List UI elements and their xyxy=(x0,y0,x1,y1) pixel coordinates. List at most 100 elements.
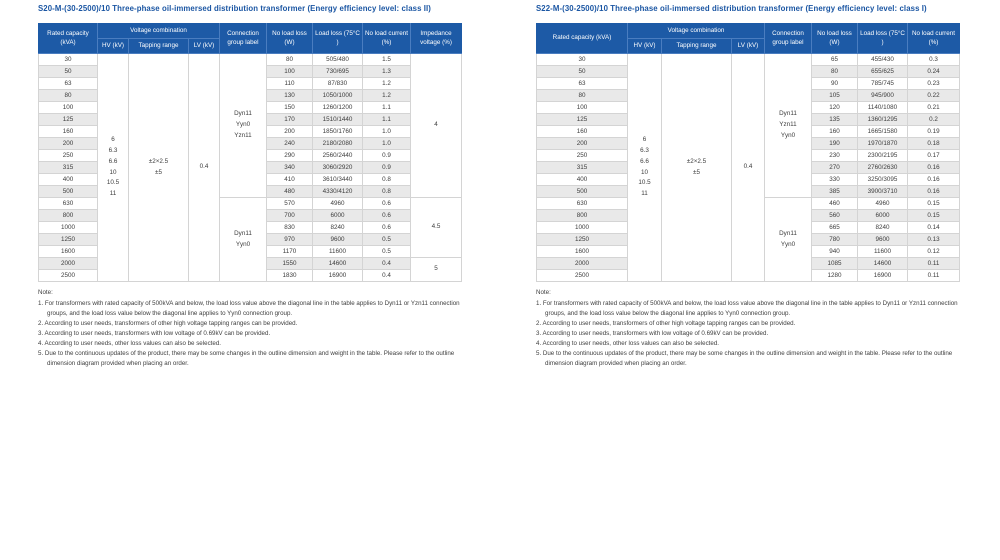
cell-load-loss: 8240 xyxy=(312,221,363,234)
cell-rated-capacity: 1600 xyxy=(38,245,98,258)
cell-no-load-current: 0.9 xyxy=(362,149,411,162)
cell-rated-capacity: 2000 xyxy=(536,257,628,270)
cell-no-load-current: 0.12 xyxy=(907,245,960,258)
col-header-no-load-loss: No load loss (W) xyxy=(811,23,858,54)
cell-tapping-range: ±2×2.5 ±5 xyxy=(128,53,189,282)
spec-panel-s22: S22-M-(30-2500)/10 Three-phase oil-immer… xyxy=(536,4,960,369)
col-header-no-load-loss: No load loss (W) xyxy=(266,23,313,54)
table-row: 2500 1280 16900 0.11 xyxy=(536,269,960,282)
cell-load-loss: 8240 xyxy=(857,221,908,234)
cell-load-loss: 6000 xyxy=(312,209,363,222)
cell-load-loss: 4960 xyxy=(857,197,908,210)
cell-load-loss: 14600 xyxy=(312,257,363,270)
table-row: 1600 940 11600 0.12 xyxy=(536,245,960,258)
spec-table-s22: Rated capacity (kVA) Voltage combination… xyxy=(536,23,960,282)
table-row: 2000 1550 14600 0.4 5 xyxy=(38,257,462,282)
cell-no-load-current: 0.16 xyxy=(907,185,960,198)
cell-load-loss: 6000 xyxy=(857,209,908,222)
cell-connection-group: Dyn11 Yyn0 xyxy=(764,197,812,282)
cell-rated-capacity: 315 xyxy=(536,161,628,174)
cell-load-loss: 4960 xyxy=(312,197,363,210)
cell-load-loss: 11600 xyxy=(312,245,363,258)
cell-no-load-loss: 480 xyxy=(266,185,313,198)
note-item: 2. According to user needs, transformers… xyxy=(536,319,796,327)
cell-rated-capacity: 30 xyxy=(38,53,98,66)
cell-rated-capacity: 800 xyxy=(536,209,628,222)
cell-no-load-current: 0.14 xyxy=(907,221,960,234)
cell-no-load-loss: 1550 xyxy=(266,257,313,270)
cell-no-load-loss: 170 xyxy=(266,113,313,126)
cell-load-loss: 1140/1080 xyxy=(857,101,908,114)
cell-load-loss: 455/430 xyxy=(857,53,908,66)
cell-rated-capacity: 1000 xyxy=(536,221,628,234)
cell-no-load-loss: 970 xyxy=(266,233,313,246)
table-row: 800 700 6000 0.6 xyxy=(38,209,462,222)
table-row: 500 480 4330/4120 0.8 xyxy=(38,185,462,198)
notes-heading: Note: xyxy=(38,289,53,296)
cell-rated-capacity: 250 xyxy=(38,149,98,162)
cell-no-load-current: 0.9 xyxy=(362,161,411,174)
cell-rated-capacity: 160 xyxy=(536,125,628,138)
cell-rated-capacity: 200 xyxy=(536,137,628,150)
col-header-rated-capacity: Rated capacity (kVA) xyxy=(536,23,628,54)
cell-load-loss: 3900/3710 xyxy=(857,185,908,198)
cell-rated-capacity: 80 xyxy=(536,89,628,102)
col-header-connection-group: Connection group label xyxy=(764,23,812,54)
note-item: 4. According to user needs, other loss v… xyxy=(38,339,221,347)
cell-no-load-loss: 665 xyxy=(811,221,858,234)
note-item: 5. Due to the continuous updates of the … xyxy=(38,349,455,367)
cell-no-load-loss: 105 xyxy=(811,89,858,102)
col-header-load-loss: Load loss (75°C ) xyxy=(312,23,363,54)
note-item: 4. According to user needs, other loss v… xyxy=(536,339,719,347)
cell-no-load-loss: 270 xyxy=(811,161,858,174)
cell-rated-capacity: 2500 xyxy=(536,269,628,282)
table-row: 80 130 1050/1000 1.2 xyxy=(38,89,462,102)
cell-no-load-loss: 1280 xyxy=(811,269,858,282)
cell-no-load-loss: 160 xyxy=(811,125,858,138)
cell-load-loss: 1050/1000 xyxy=(312,89,363,102)
cell-load-loss: 4330/4120 xyxy=(312,185,363,198)
cell-no-load-current: 0.11 xyxy=(907,257,960,270)
col-header-load-loss: Load loss (75°C ) xyxy=(857,23,908,54)
table-row: 1000 830 8240 0.6 xyxy=(38,221,462,234)
cell-no-load-loss: 780 xyxy=(811,233,858,246)
cell-load-loss: 655/625 xyxy=(857,65,908,78)
cell-no-load-loss: 190 xyxy=(811,137,858,150)
cell-no-load-current: 0.24 xyxy=(907,65,960,78)
cell-no-load-current: 1.3 xyxy=(362,65,411,78)
table-row: 100 150 1260/1200 1.1 xyxy=(38,101,462,114)
cell-load-loss: 2180/2080 xyxy=(312,137,363,150)
cell-no-load-loss: 135 xyxy=(811,113,858,126)
cell-rated-capacity: 500 xyxy=(536,185,628,198)
cell-no-load-current: 1.0 xyxy=(362,125,411,138)
cell-no-load-current: 0.13 xyxy=(907,233,960,246)
page-title: S20-M-(30-2500)/10 Three-phase oil-immer… xyxy=(38,4,432,13)
col-header-hv: HV (kV) xyxy=(627,38,662,54)
cell-load-loss: 1850/1760 xyxy=(312,125,363,138)
cell-rated-capacity: 63 xyxy=(38,77,98,90)
notes: Note: 1. For transformers with rated cap… xyxy=(536,288,959,369)
cell-no-load-current: 0.17 xyxy=(907,149,960,162)
col-header-connection-group: Connection group label xyxy=(219,23,267,54)
cell-load-loss: 1260/1200 xyxy=(312,101,363,114)
cell-load-loss: 14600 xyxy=(857,257,908,270)
cell-no-load-current: 1.1 xyxy=(362,113,411,126)
cell-rated-capacity: 30 xyxy=(536,53,628,66)
cell-rated-capacity: 2000 xyxy=(38,257,98,270)
cell-no-load-loss: 940 xyxy=(811,245,858,258)
cell-no-load-current: 0.5 xyxy=(362,245,411,258)
note-item: 3. According to user needs, transformers… xyxy=(536,329,769,337)
cell-rated-capacity: 1250 xyxy=(536,233,628,246)
cell-no-load-current: 0.16 xyxy=(907,161,960,174)
cell-no-load-current: 1.0 xyxy=(362,137,411,150)
note-item: 1. For transformers with rated capacity … xyxy=(536,299,958,317)
cell-load-loss: 11600 xyxy=(857,245,908,258)
table-header: Rated capacity (kVA) Voltage combination… xyxy=(536,23,960,54)
cell-rated-capacity: 50 xyxy=(536,65,628,78)
table-row: 50 80 655/625 0.24 xyxy=(536,65,960,78)
cell-load-loss: 2760/2630 xyxy=(857,161,908,174)
cell-no-load-current: 0.23 xyxy=(907,77,960,90)
cell-no-load-loss: 65 xyxy=(811,53,858,66)
cell-load-loss: 3060/2920 xyxy=(312,161,363,174)
notes: Note: 1. For transformers with rated cap… xyxy=(38,288,461,369)
